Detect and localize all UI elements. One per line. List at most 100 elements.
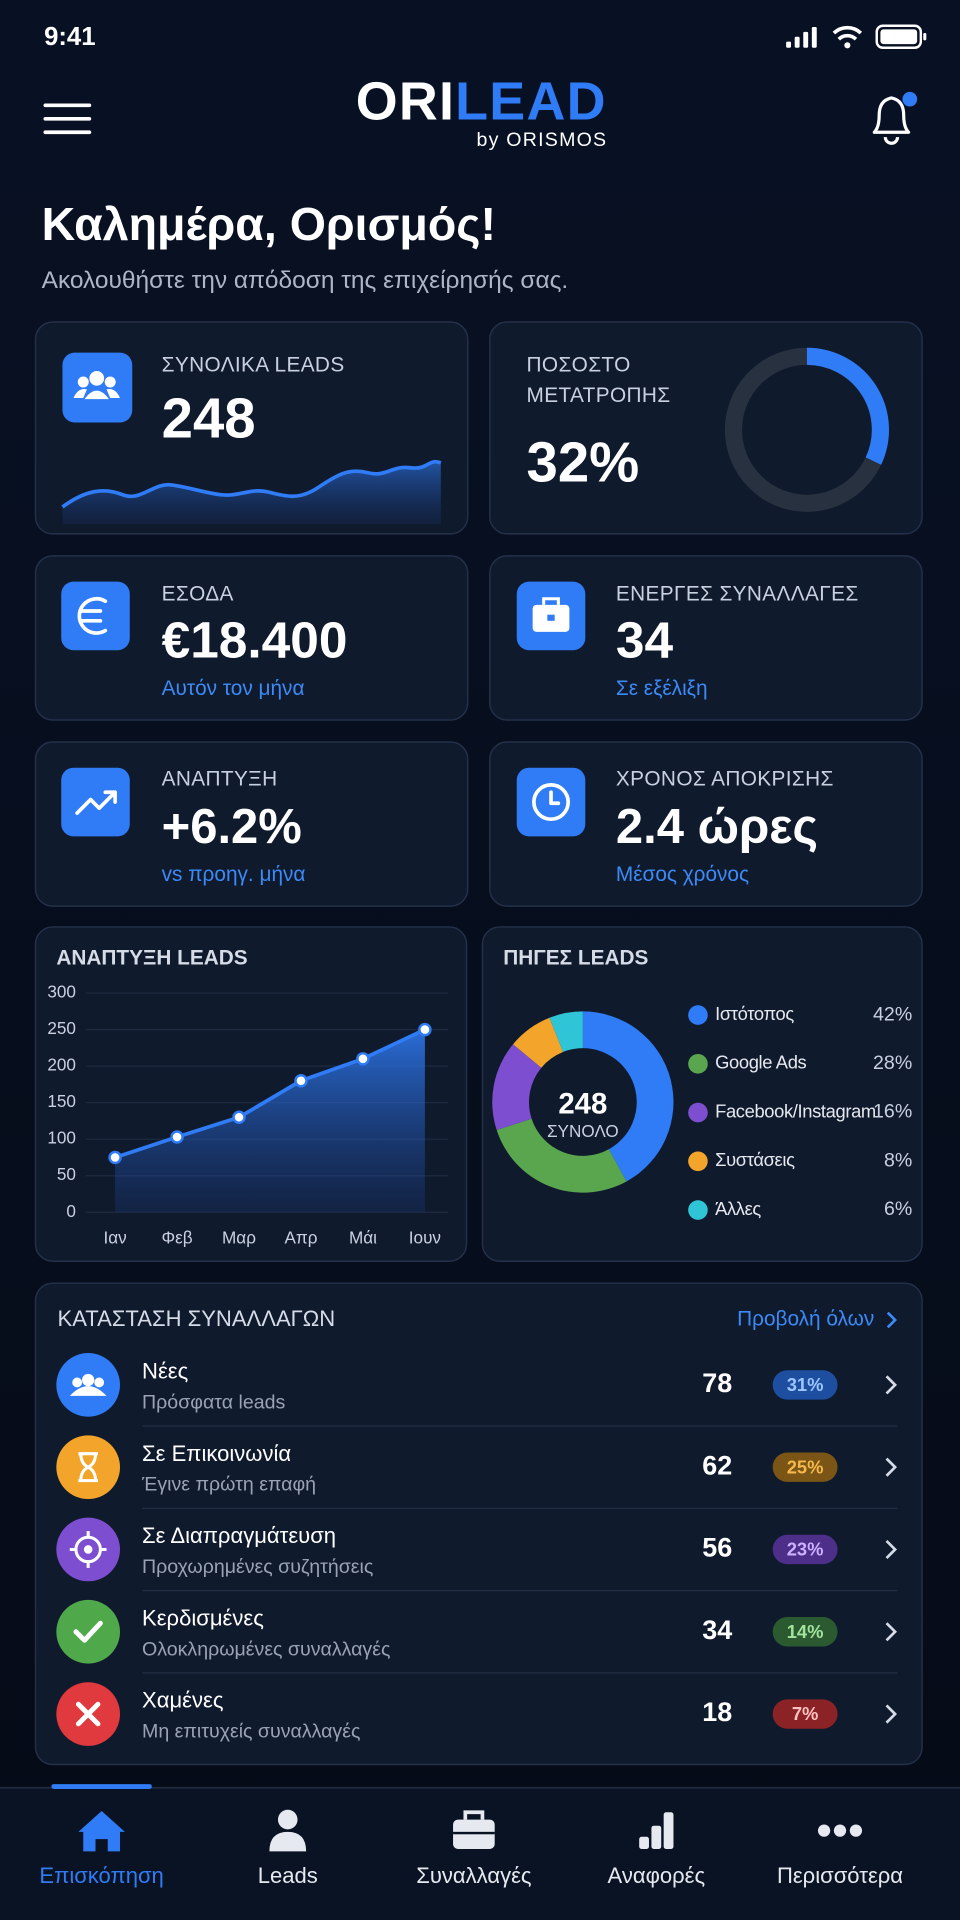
icon-part	[83, 1545, 93, 1554]
kpi-note: Αυτόν τον μήνα	[162, 677, 305, 700]
row-share: 7%	[792, 1703, 819, 1724]
deal-row[interactable]: Κερδισμένες Ολοκληρωμένες συναλλαγές 34 14%	[49, 1590, 911, 1671]
deals-list: Νέες Πρόσφατα leads 78 31% Σε Επικοινωνία Έγι…	[49, 1346, 911, 1753]
nav-hit	[754, 1790, 925, 1912]
kpi-label: ΧΡΟΝΟΣ ΑΠΟΚΡΙΣΗΣ	[616, 768, 834, 791]
nav-indicator	[51, 1784, 152, 1789]
nav-icon	[833, 1824, 847, 1837]
row-subtitle: Ολοκληρωμένες συναλλαγές	[142, 1638, 390, 1660]
nav-item[interactable]: Συναλλαγές	[388, 1790, 559, 1912]
status-icons	[786, 24, 927, 49]
kpi-card	[34, 555, 469, 721]
pie-slice	[582, 1011, 674, 1182]
kpi-card	[489, 321, 923, 535]
legend-swatch	[688, 1102, 708, 1123]
pie-slice	[549, 1011, 583, 1052]
row-count: 18	[702, 1697, 732, 1727]
kpi-card	[489, 555, 923, 721]
icon-part	[78, 1452, 98, 1483]
legend-value: 16%	[873, 1101, 912, 1123]
y-tick-label: 50	[57, 1164, 76, 1184]
deal-row[interactable]: Νέες Πρόσφατα leads 78 31%	[49, 1346, 911, 1424]
kpi-note: vs προηγ. μήνα	[162, 863, 306, 886]
nav-icon	[651, 1825, 662, 1849]
briefcase-icon	[532, 597, 570, 632]
row-share: 23%	[787, 1539, 824, 1560]
ring-arc	[806, 347, 889, 465]
point	[108, 1150, 122, 1165]
row-chevron	[885, 1457, 898, 1477]
kpi-value: 2.4 ώρες	[616, 800, 818, 854]
line-chart: 0 50 100 150 200 250 300 Ιαν Φεβ Μαρ Απρ Μάι Ιουν	[47, 982, 449, 1248]
row-icon	[56, 1599, 120, 1664]
point	[418, 1022, 432, 1037]
nav-icon	[849, 1824, 863, 1837]
kpi-label: ΠΟΣΟΣΤΟ	[527, 354, 631, 377]
deal-row[interactable]: Σε Διαπραγμάτευση Προχωρημένες συζητήσεις…	[49, 1507, 911, 1588]
nav-item[interactable]: Leads	[202, 1790, 373, 1912]
row-name: Σε Διαπραγμάτευση	[142, 1523, 336, 1548]
row-badge	[772, 1699, 838, 1729]
view-all-link[interactable]: Προβολή όλων	[737, 1308, 898, 1331]
menu-button[interactable]	[37, 96, 96, 145]
kpi-label: ΕΣΟΔΑ	[162, 583, 234, 606]
deal-row[interactable]: Χαμένες Μη επιτυχείς συναλλαγές 18 7%	[49, 1672, 911, 1753]
x-tick-label: Μάι	[349, 1228, 377, 1248]
nav-icon	[453, 1831, 495, 1835]
kpi-value: €18.400	[162, 611, 348, 669]
chart-title: ΠΗΓΕΣ LEADS	[503, 946, 648, 969]
legend-label: Facebook/Instagram	[715, 1100, 876, 1121]
kpi-value: 32%	[527, 430, 640, 493]
icon-part	[72, 1377, 83, 1388]
nav-label: Περισσότερα	[777, 1863, 903, 1888]
y-tick-label: 250	[47, 1018, 76, 1038]
row-name: Νέες	[142, 1358, 188, 1383]
kpi-icon	[62, 352, 133, 423]
row-count: 78	[702, 1368, 732, 1398]
kpi-label: ΣΥΝΟΛΙΚΑ LEADS	[162, 354, 345, 377]
line	[114, 1027, 426, 1160]
y-tick-label: 0	[66, 1201, 76, 1221]
deal-row[interactable]: Σε Επικοινωνία Έγινε πρώτη επαφή 62 25%	[49, 1425, 911, 1506]
nav-item[interactable]: Αναφορές	[571, 1790, 742, 1912]
nav-hit	[388, 1790, 559, 1912]
row-badge	[772, 1452, 838, 1482]
legend-label: Ιστότοπος	[715, 1003, 794, 1024]
chart-title: ΑΝΑΠΤΥΞΗ LEADS	[56, 946, 247, 969]
nav-bar	[0, 1787, 960, 1920]
point	[170, 1130, 184, 1144]
icon-part	[94, 1377, 105, 1388]
nav-item[interactable]: Περισσότερα	[754, 1790, 925, 1912]
nav-icon	[463, 1810, 485, 1820]
row-badge	[772, 1617, 838, 1647]
row-subtitle: Μη επιτυχείς συναλλαγές	[142, 1721, 360, 1743]
status-time: 9:41	[44, 23, 95, 51]
greeting-subtitle: Ακολουθήστε την απόδοση της επιχείρησής …	[42, 267, 569, 294]
x-tick-label: Μαρ	[222, 1228, 256, 1248]
pie-slice	[492, 1044, 542, 1131]
kpi-note: Μέσος χρόνος	[616, 863, 749, 886]
x-tick-label: Ιουν	[409, 1228, 441, 1248]
point	[294, 1073, 308, 1088]
nav-item[interactable]: Επισκόπηση	[16, 1784, 187, 1913]
notifications-button[interactable]	[872, 91, 918, 145]
kpi-card	[489, 741, 923, 907]
legend-label: Άλλες	[715, 1198, 761, 1219]
nav-label: Leads	[258, 1863, 318, 1888]
row-badge	[772, 1370, 838, 1400]
kpi-label: ΑΝΑΠΤΥΞΗ	[162, 768, 278, 791]
pie-slice	[496, 1118, 627, 1193]
row-subtitle: Προχωρημένες συζητήσεις	[142, 1556, 373, 1578]
kpi-label: ΜΕΤΑΤΡΟΠΗΣ	[527, 384, 671, 407]
legend-value: 8%	[884, 1149, 912, 1171]
legend-swatch	[688, 1054, 708, 1074]
greeting-title: Καλημέρα, Ορισμός!	[42, 198, 496, 250]
legend-swatch	[688, 1151, 708, 1172]
nav-icon	[817, 1824, 831, 1837]
kpi-label: ΕΝΕΡΓΕΣ ΣΥΝΑΛΛΑΓΕΣ	[616, 583, 859, 606]
kpi-note: Σε εξέλιξη	[616, 677, 708, 700]
legend-value: 42%	[873, 1003, 912, 1025]
